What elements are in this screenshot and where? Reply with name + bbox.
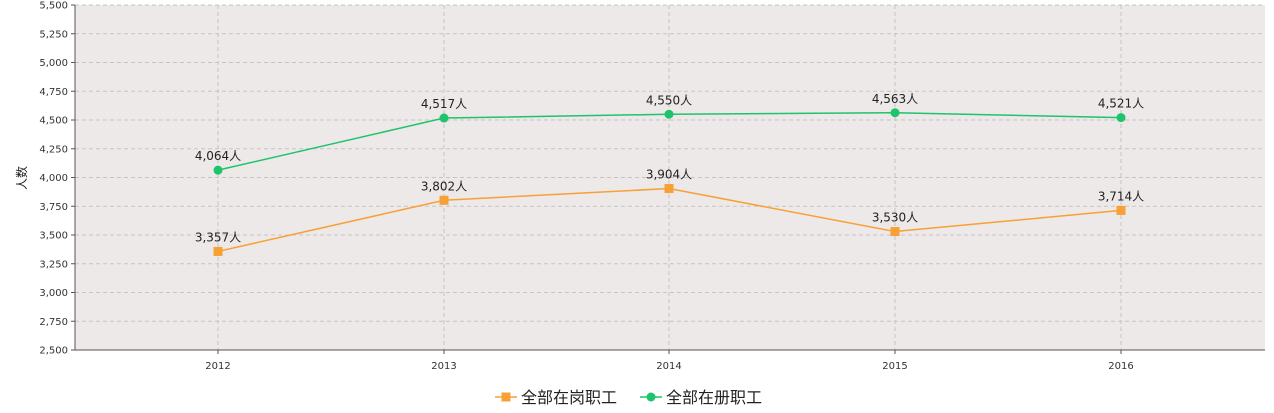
data-label: 3,530人 (872, 211, 918, 225)
legend-marker-circle (646, 392, 656, 402)
legend-label: 全部在岗职工 (521, 388, 617, 407)
data-point-circle[interactable] (664, 109, 674, 119)
data-point-square[interactable] (664, 184, 674, 194)
data-label: 3,714人 (1098, 189, 1144, 203)
y-tick-label: 3,500 (39, 231, 68, 242)
y-tick-label: 5,250 (39, 29, 68, 40)
x-tick-label: 2012 (205, 361, 230, 372)
data-point-square[interactable] (1116, 205, 1126, 215)
data-label: 4,563人 (872, 92, 918, 106)
y-tick-label: 3,750 (39, 202, 68, 213)
legend[interactable]: 全部在岗职工 全部在册职工 (495, 388, 762, 407)
grid-lines (71, 4, 1265, 354)
data-point-circle[interactable] (1116, 113, 1126, 123)
data-label: 4,064人 (195, 149, 241, 163)
data-point-circle[interactable] (890, 108, 900, 118)
series-lines (213, 108, 1126, 256)
data-point-circle[interactable] (439, 113, 449, 123)
legend-marker-square (501, 392, 511, 402)
y-tick-labels: 2,500 2,750 3,000 3,250 3,500 3,750 4,000 4,250… (39, 1, 68, 357)
data-label: 4,521人 (1098, 97, 1144, 111)
y-tick-label: 3,250 (39, 259, 68, 270)
y-tick-label: 4,250 (39, 144, 68, 155)
x-tick-label: 2016 (1108, 361, 1133, 372)
x-tick-label: 2014 (656, 361, 681, 372)
x-tick-label: 2013 (431, 361, 456, 372)
y-tick-label: 5,000 (39, 58, 68, 69)
data-labels: 3,357人 3,802人 3,904人 3,530人 3,714人 4,064人 4,51… (195, 92, 1144, 245)
y-tick-label: 4,500 (39, 116, 68, 127)
y-tick-label: 4,000 (39, 173, 68, 184)
y-tick-label: 2,500 (39, 346, 68, 357)
data-label: 4,550人 (646, 93, 692, 107)
y-tick-label: 3,000 (39, 288, 68, 299)
data-label: 3,357人 (195, 230, 241, 244)
data-label: 3,802人 (421, 179, 467, 193)
x-tick-label: 2015 (882, 361, 907, 372)
legend-item-1[interactable]: 全部在岗职工 (495, 388, 617, 407)
y-tick-label: 4,750 (39, 87, 68, 98)
legend-item-2[interactable]: 全部在册职工 (640, 388, 762, 407)
y-axis-title: 人数 (14, 166, 29, 190)
data-point-square[interactable] (439, 195, 449, 205)
legend-label: 全部在册职工 (666, 388, 762, 407)
data-point-square[interactable] (890, 227, 900, 237)
y-tick-label: 2,750 (39, 317, 68, 328)
y-tick-label: 5,500 (39, 1, 68, 12)
data-label: 4,517人 (421, 97, 467, 111)
data-point-circle[interactable] (213, 165, 223, 175)
axes (74, 5, 1265, 351)
data-point-square[interactable] (213, 246, 223, 256)
data-label: 3,904人 (646, 168, 692, 182)
x-tick-labels: 2012 2013 2014 2015 2016 (205, 361, 1133, 372)
